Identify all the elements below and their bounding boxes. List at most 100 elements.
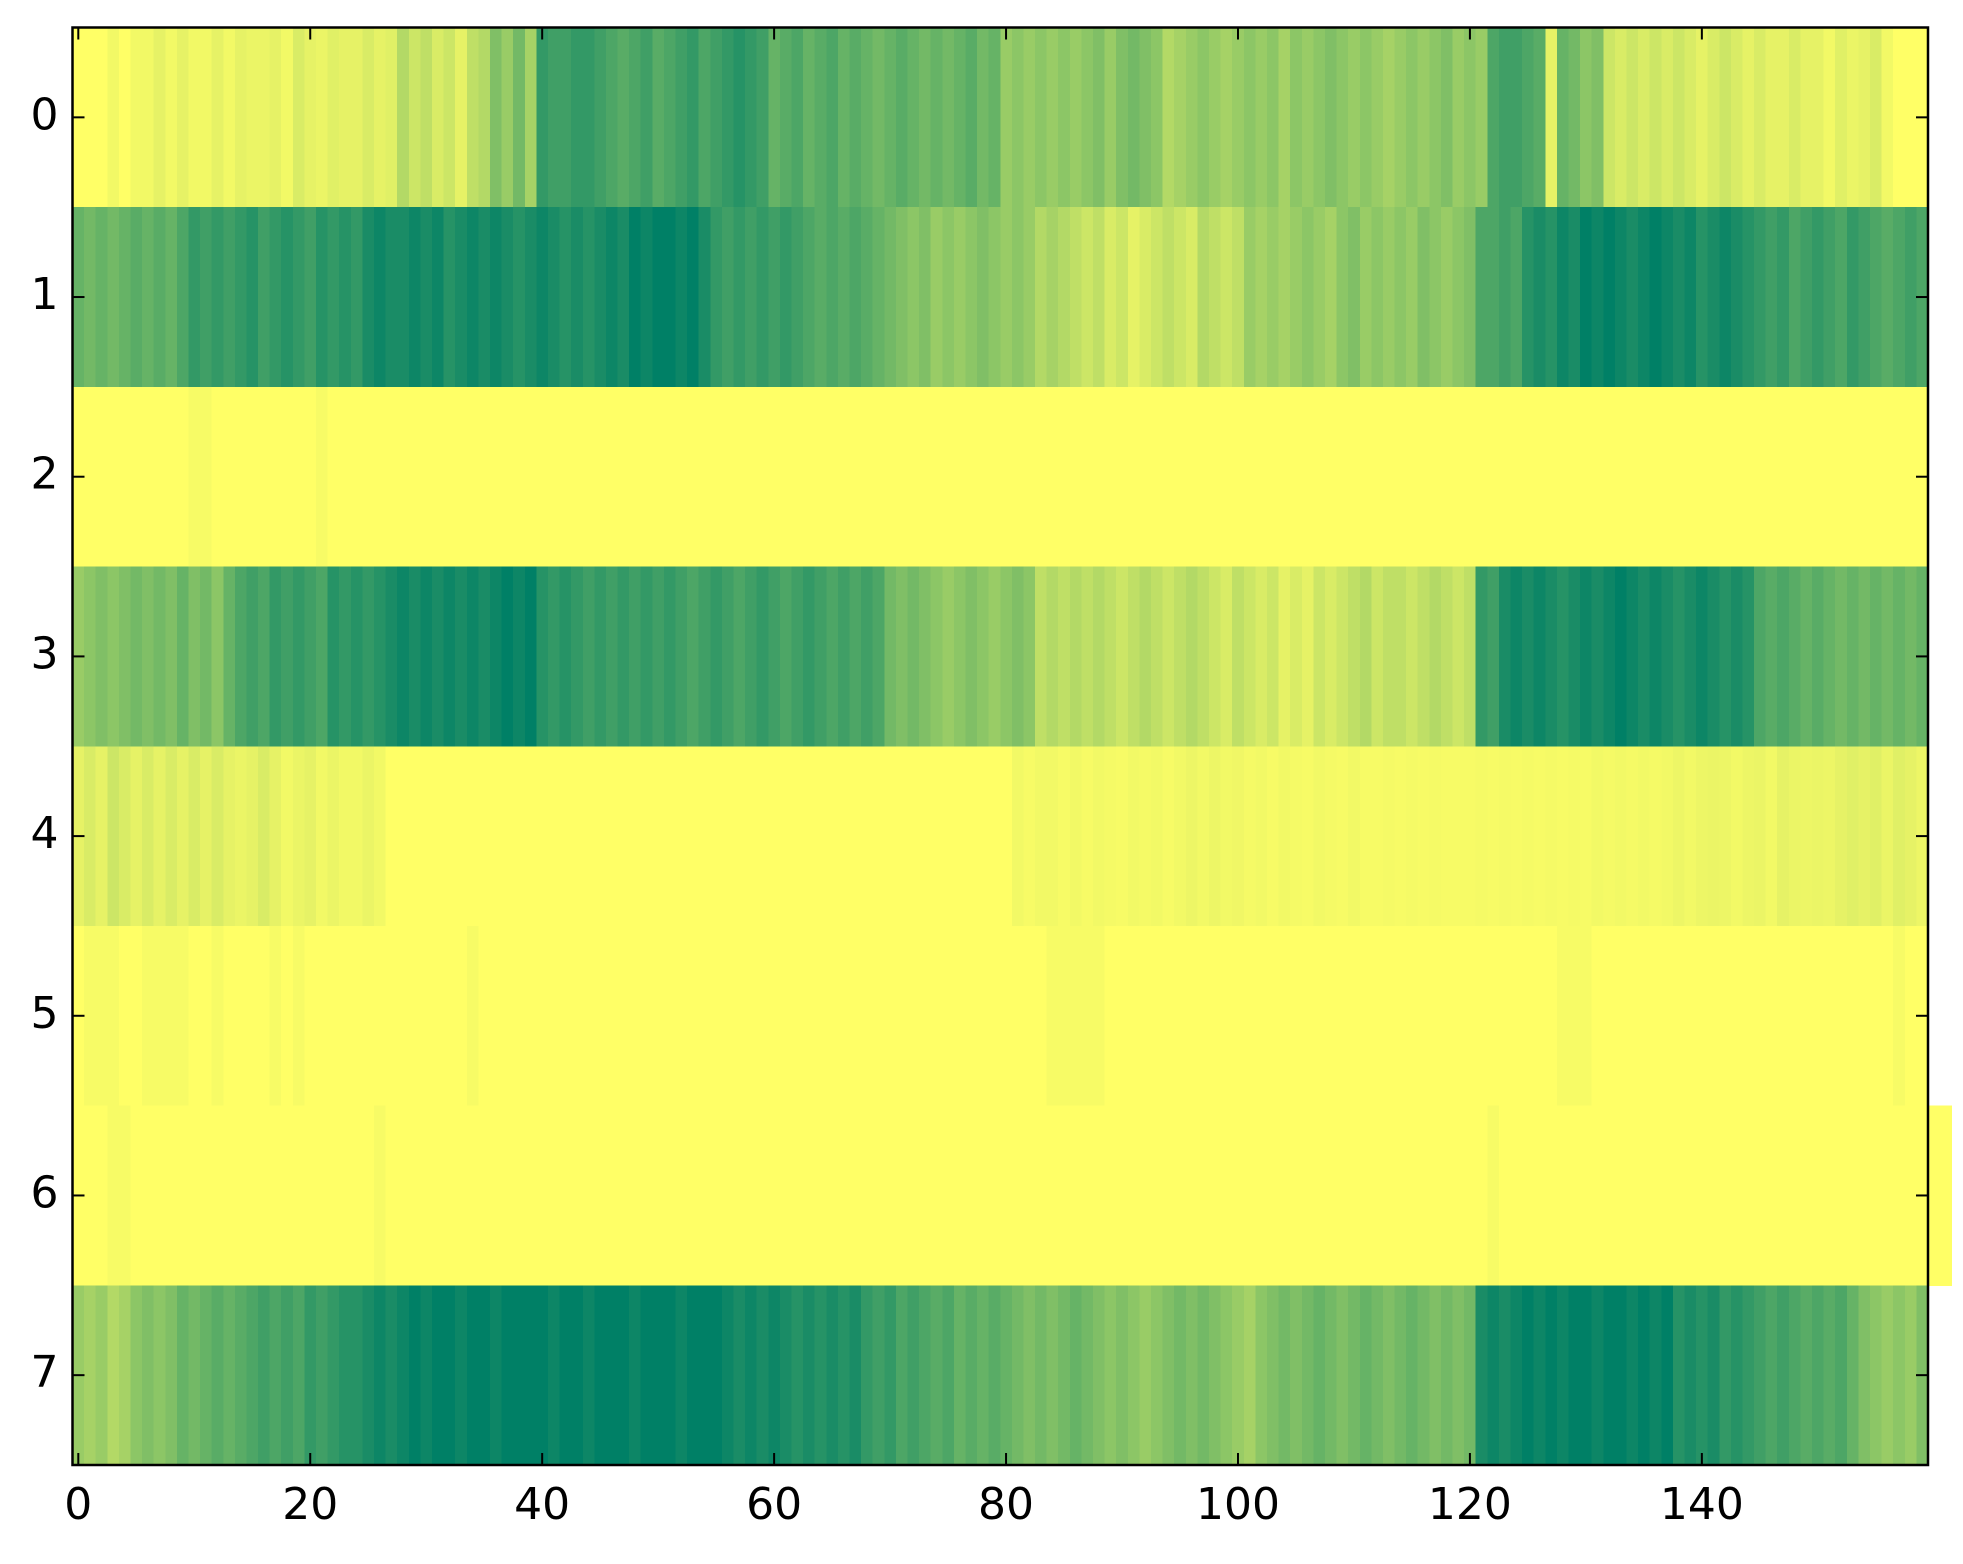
- cell: [733, 27, 746, 208]
- cell: [536, 1105, 549, 1286]
- cell: [1058, 386, 1071, 568]
- cell: [559, 1285, 572, 1466]
- cell: [1696, 27, 1709, 208]
- cell: [1638, 27, 1651, 208]
- cell: [837, 27, 851, 208]
- cell: [1672, 1105, 1686, 1286]
- cell: [756, 1285, 769, 1466]
- cell: [1464, 27, 1477, 208]
- cell: [710, 925, 723, 1107]
- cell: [942, 1105, 955, 1286]
- cell: [513, 925, 526, 1107]
- cell: [640, 1105, 653, 1286]
- cell: [1255, 27, 1268, 208]
- cell: [246, 566, 259, 747]
- cell: [884, 1285, 897, 1466]
- cell: [1730, 566, 1744, 747]
- cell: [1116, 925, 1129, 1107]
- cell: [884, 746, 897, 927]
- cell: [269, 746, 282, 927]
- cell: [1765, 746, 1778, 927]
- cell: [1788, 925, 1802, 1107]
- cell: [1232, 746, 1245, 927]
- cell: [1208, 1105, 1222, 1286]
- cell: [1626, 386, 1639, 568]
- cell: [408, 27, 422, 208]
- cell: [385, 207, 398, 388]
- cell: [1255, 566, 1268, 747]
- cell: [1081, 207, 1094, 388]
- cell: [397, 925, 410, 1107]
- cell: [1672, 27, 1686, 208]
- cell: [339, 386, 352, 568]
- cell: [489, 746, 503, 927]
- cell: [617, 1105, 630, 1286]
- cell: [547, 27, 561, 208]
- cell: [466, 925, 479, 1107]
- cell: [837, 1105, 851, 1286]
- cell: [1069, 566, 1083, 747]
- cell: [1208, 207, 1222, 388]
- cell: [1812, 1105, 1825, 1286]
- cell: [872, 27, 885, 208]
- cell: [1870, 27, 1883, 208]
- cell: [1765, 1105, 1778, 1286]
- cell: [1185, 746, 1198, 927]
- cell: [316, 1105, 329, 1286]
- cell: [478, 1285, 491, 1466]
- cell: [1011, 746, 1025, 927]
- cell: [1151, 207, 1164, 388]
- cell: [1023, 27, 1036, 208]
- cell: [153, 1105, 166, 1286]
- cell: [733, 1105, 746, 1286]
- cell: [988, 386, 1001, 568]
- cell: [1127, 746, 1141, 927]
- cell: [1696, 207, 1709, 388]
- cell: [687, 925, 700, 1107]
- cell: [652, 27, 665, 208]
- cell: [1394, 1285, 1407, 1466]
- cell: [258, 1105, 271, 1286]
- cell: [374, 386, 387, 568]
- cell: [675, 27, 688, 208]
- cell: [826, 566, 839, 747]
- cell: [559, 386, 572, 568]
- cell: [837, 386, 851, 568]
- cell: [165, 925, 178, 1107]
- cell: [489, 925, 503, 1107]
- cell: [281, 566, 294, 747]
- cell: [513, 1105, 526, 1286]
- cell: [432, 566, 445, 747]
- cell: [1417, 1285, 1430, 1466]
- cell: [919, 386, 932, 568]
- cell: [1522, 1105, 1535, 1286]
- cell: [327, 566, 340, 747]
- cell: [1464, 566, 1477, 747]
- cell: [1023, 386, 1036, 568]
- cell: [292, 207, 306, 388]
- cell: [1742, 746, 1755, 927]
- cell: [1093, 386, 1106, 568]
- cell: [1266, 1285, 1280, 1466]
- cell: [594, 207, 607, 388]
- cell: [895, 566, 909, 747]
- cell: [582, 207, 595, 388]
- cell: [1278, 925, 1291, 1107]
- cell: [513, 1285, 526, 1466]
- cell: [84, 925, 97, 1107]
- cell: [1359, 207, 1372, 388]
- cell: [1035, 207, 1048, 388]
- cell: [1185, 925, 1198, 1107]
- cell: [200, 27, 213, 208]
- cell: [687, 746, 700, 927]
- cell: [281, 207, 294, 388]
- cell: [1487, 925, 1500, 1107]
- cell: [1000, 386, 1013, 568]
- cell: [675, 746, 688, 927]
- cell: [234, 27, 248, 208]
- cell: [455, 27, 468, 208]
- cell: [234, 386, 248, 568]
- cell: [142, 925, 155, 1107]
- cell: [1835, 27, 1848, 208]
- cell: [837, 746, 851, 927]
